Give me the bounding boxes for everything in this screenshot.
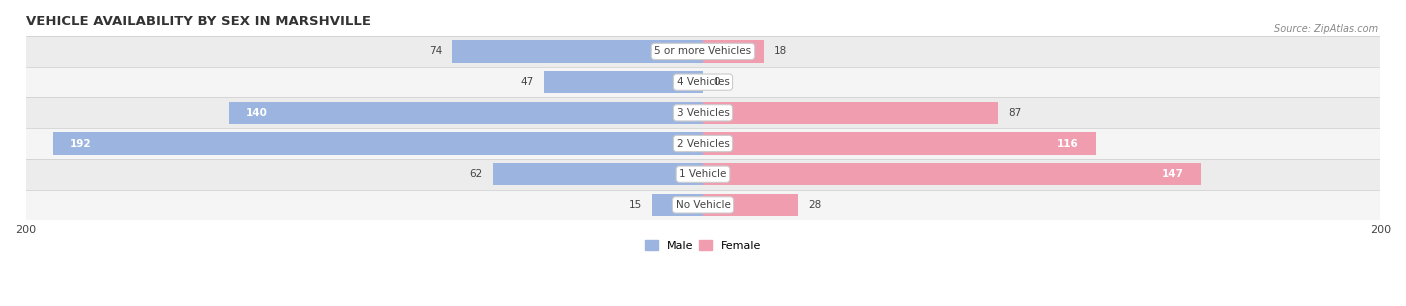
Text: 3 Vehicles: 3 Vehicles: [676, 108, 730, 118]
Bar: [703, 194, 797, 216]
Bar: [25, 98, 1381, 128]
Text: 62: 62: [470, 169, 482, 179]
Text: Source: ZipAtlas.com: Source: ZipAtlas.com: [1274, 24, 1378, 35]
Bar: [25, 128, 1381, 159]
Bar: [453, 40, 703, 62]
Bar: [25, 36, 1381, 67]
Bar: [25, 67, 1381, 98]
Text: VEHICLE AVAILABILITY BY SEX IN MARSHVILLE: VEHICLE AVAILABILITY BY SEX IN MARSHVILL…: [25, 15, 371, 28]
Text: 1 Vehicle: 1 Vehicle: [679, 169, 727, 179]
Text: No Vehicle: No Vehicle: [675, 200, 731, 210]
Bar: [703, 102, 998, 124]
Text: 5 or more Vehicles: 5 or more Vehicles: [654, 47, 752, 56]
Text: 28: 28: [808, 200, 821, 210]
Legend: Male, Female: Male, Female: [640, 236, 766, 255]
Text: 74: 74: [429, 47, 441, 56]
Bar: [229, 102, 703, 124]
Text: 4 Vehicles: 4 Vehicles: [676, 77, 730, 87]
Bar: [494, 163, 703, 185]
Bar: [25, 159, 1381, 189]
Text: 2 Vehicles: 2 Vehicles: [676, 139, 730, 148]
Text: 116: 116: [1057, 139, 1078, 148]
Bar: [703, 40, 763, 62]
Text: 140: 140: [246, 108, 267, 118]
Bar: [703, 132, 1095, 155]
Bar: [25, 189, 1381, 220]
Bar: [652, 194, 703, 216]
Bar: [544, 71, 703, 93]
Text: 192: 192: [69, 139, 91, 148]
Text: 0: 0: [713, 77, 720, 87]
Text: 147: 147: [1161, 169, 1184, 179]
Text: 15: 15: [628, 200, 643, 210]
Bar: [703, 163, 1201, 185]
Bar: [52, 132, 703, 155]
Text: 18: 18: [775, 47, 787, 56]
Text: 87: 87: [1008, 108, 1021, 118]
Text: 47: 47: [520, 77, 534, 87]
